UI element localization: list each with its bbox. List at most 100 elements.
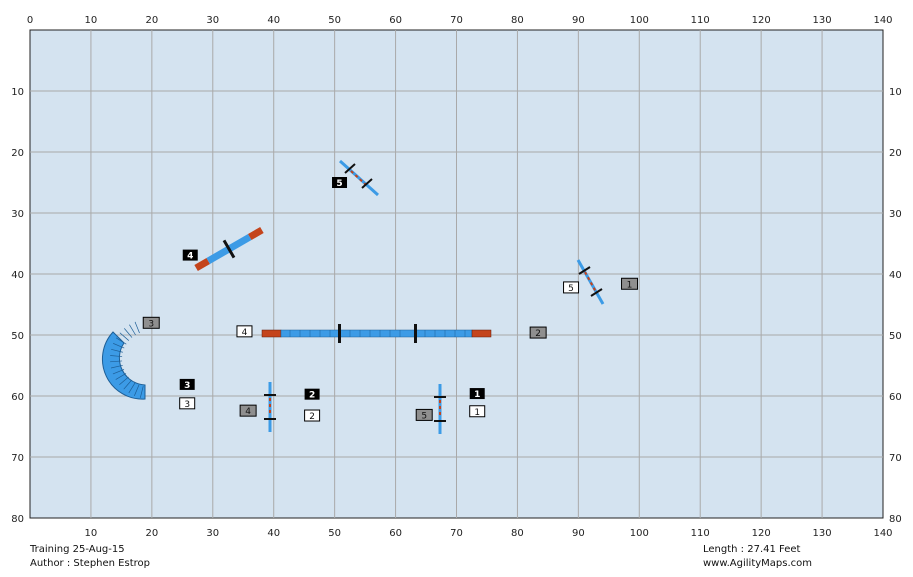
marker-box [469,405,486,418]
y-tick-label-left: 10 [11,87,24,98]
marker-black: 5 [332,177,348,189]
marker-number: 5 [421,411,427,421]
jump-vertical-right[interactable] [434,384,446,434]
marker-box [239,404,257,417]
dogwalk-plank [280,329,473,338]
tunnel-body [101,331,146,400]
y-tick-label-left: 50 [11,331,24,342]
x-tick-label-top: 120 [752,15,771,26]
tunnel-rib [134,384,140,396]
marker-number: 1 [627,280,633,290]
x-tick-label-top: 90 [572,15,585,26]
x-tick-label-top: 80 [511,15,524,26]
tunnel-rib [124,328,133,338]
dogwalk-obstacle[interactable] [261,324,492,343]
x-tick-label-bottom: 120 [752,528,771,539]
y-tick-label-left: 40 [11,270,24,281]
marker-gray: 3 [142,316,160,329]
teeter-obstacle[interactable] [191,221,267,276]
y-tick-label-right: 10 [889,87,902,98]
x-tick-label-bottom: 130 [813,528,832,539]
marker-white: 3 [179,397,196,410]
y-tick-label-right: 80 [889,514,902,525]
marker-white: 1 [469,405,486,418]
marker-box [332,177,348,188]
y-tick-label-right: 20 [889,148,902,159]
tunnel-rib [115,337,127,345]
marker-number: 2 [309,391,315,401]
axis-tick-labels: 0 10 10 20 20 30 30 40 40 50 50 60 60 70 70 80 80 90 90 100… [11,15,901,539]
marker-box [182,249,198,261]
tunnel-rib [129,324,136,336]
tunnel-rib [119,332,130,341]
marker-number: 1 [474,408,480,418]
number-markers: 5 4 5 1 3 4 2 3 3 4 2 2 1 1 5 [142,177,639,422]
marker-box [415,408,433,421]
jump-top[interactable] [338,159,380,197]
y-tick-label-left: 20 [11,148,24,159]
marker-box [529,326,547,339]
jump-vertical-left[interactable] [264,382,276,432]
x-tick-label-bottom: 80 [511,528,524,539]
x-tick-label-bottom: 110 [691,528,710,539]
x-tick-label-top: 110 [691,15,710,26]
x-tick-label-bottom: 20 [145,528,158,539]
x-tick-label-top: 50 [328,15,341,26]
tunnel-obstacle[interactable] [101,321,146,400]
tunnel-rib [134,321,140,334]
marker-black: 1 [469,388,485,400]
x-tick-label-top: 140 [873,15,892,26]
x-tick-label-top: 30 [206,15,219,26]
marker-box [621,277,639,290]
marker-white: 2 [304,409,321,422]
dogwalk-support-left [338,324,341,343]
teeter-contact-right [248,226,264,241]
marker-gray: 4 [239,404,257,417]
tunnel-rib [111,348,123,353]
x-tick-label-bottom: 90 [572,528,585,539]
course-author: Author : Stephen Estrop [30,558,150,569]
marker-number: 1 [474,390,480,400]
tunnel-rib [139,386,144,398]
marker-box [469,388,485,400]
tunnel-rib [128,382,136,394]
x-tick-label-bottom: 70 [450,528,463,539]
marker-number: 3 [184,400,190,410]
y-tick-label-right: 50 [889,331,902,342]
tunnel-rib [110,364,123,369]
x-tick-label-bottom: 30 [206,528,219,539]
x-tick-label-bottom: 40 [267,528,280,539]
marker-number: 2 [309,412,315,422]
x-tick-label-top: 70 [450,15,463,26]
y-tick-label-right: 30 [889,209,902,220]
marker-white: 4 [236,325,253,338]
teeter-contact-left [194,257,210,272]
y-tick-label-left: 80 [11,514,24,525]
marker-black: 3 [179,378,195,391]
website-link[interactable]: www.AgilityMaps.com [703,558,813,569]
x-tick-label-top: 60 [389,15,402,26]
footer-left: Training 25-Aug-15 Author : Stephen Estr… [30,543,150,571]
tunnel-rib [115,373,127,380]
x-tick-label-bottom: 100 [630,528,649,539]
tunnel-rib [110,355,123,357]
y-tick-label-right: 40 [889,270,902,281]
dogwalk-contact-right [471,329,492,338]
marker-box [179,397,196,410]
x-tick-label-top: 100 [630,15,649,26]
marker-number: 5 [336,179,342,189]
course-length: Length : 27.41 Feet [703,544,801,555]
marker-number: 4 [245,407,251,417]
marker-box [179,378,195,390]
marker-black: 2 [304,388,320,401]
dogwalk-contact-left [261,329,282,338]
marker-number: 2 [535,329,541,339]
tunnel-rib [113,343,125,349]
tunnel-rib [123,379,132,390]
tunnel-rib [112,369,125,375]
x-tick-label-top: 0 [27,15,33,26]
tunnel-rib [119,376,129,385]
jump-right[interactable] [576,259,605,305]
teeter-pivot [222,239,236,259]
marker-number: 4 [242,328,248,338]
